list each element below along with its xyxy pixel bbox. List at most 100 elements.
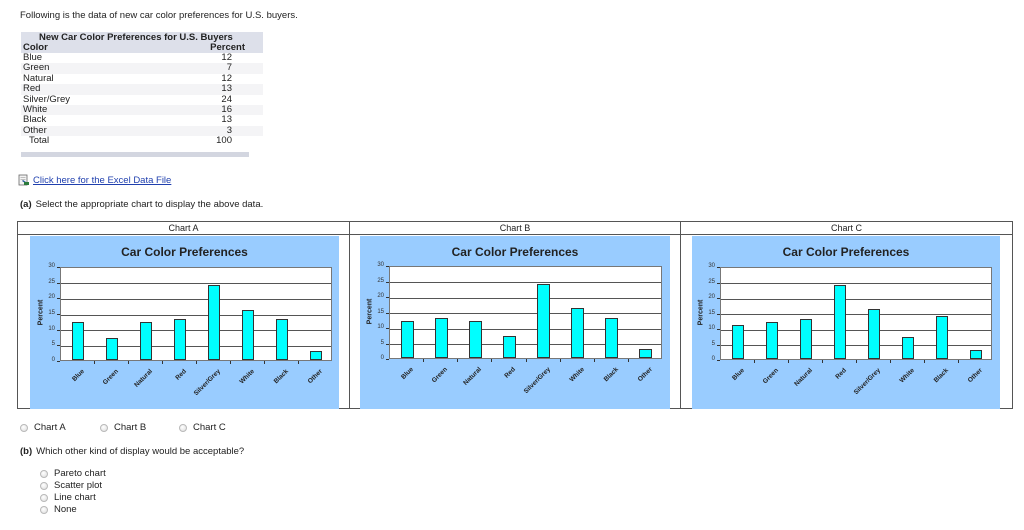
x-tick-mark bbox=[457, 359, 459, 362]
cell-color: Green bbox=[23, 62, 50, 74]
option-scatter-plot-label: Scatter plot bbox=[54, 480, 103, 491]
bar-other bbox=[969, 349, 983, 359]
cell-percent: 16 bbox=[221, 103, 232, 115]
gridline bbox=[61, 345, 331, 347]
y-tick-mark bbox=[57, 329, 60, 331]
chart-title: Car Color Preferences bbox=[121, 245, 248, 259]
x-tick-mark bbox=[593, 359, 595, 362]
cell-color: Red bbox=[23, 83, 41, 95]
chart-cell-c: Chart C Car Color Preferences Percent 0 5 10… bbox=[681, 222, 1012, 409]
gridline bbox=[61, 298, 331, 300]
data-table-title: New Car Color Preferences for U.S. Buyer… bbox=[39, 32, 233, 43]
option-none[interactable]: None bbox=[40, 504, 77, 515]
gridline bbox=[61, 283, 331, 285]
y-tick-label: 30 bbox=[708, 263, 715, 269]
data-table: New Car Color Preferences for U.S. Buyer… bbox=[21, 32, 263, 147]
question-b-letter: (b) bbox=[20, 446, 33, 457]
chart-b: Car Color Preferences Percent 0 5 10 15 20 25 30… bbox=[360, 236, 670, 409]
x-tick-mark bbox=[230, 361, 231, 364]
question-b: (b) Which other kind of display would be … bbox=[20, 446, 244, 457]
data-table-body: Blue 12 Green 7 Natural 12 Red 13 Silver/Grey 24 W… bbox=[21, 52, 263, 147]
radio-chart-a[interactable] bbox=[20, 423, 28, 432]
cell-percent: 3 bbox=[226, 124, 232, 136]
bar-natural bbox=[468, 320, 482, 358]
y-tick-mark bbox=[717, 344, 720, 346]
question-b-text: Which other kind of display would be acc… bbox=[36, 446, 245, 457]
excel-data-file-link[interactable]: Click here for the Excel Data File bbox=[33, 174, 172, 186]
bar-silver-grey bbox=[867, 309, 881, 359]
y-tick-label: 25 bbox=[377, 277, 384, 284]
gridline bbox=[721, 283, 991, 284]
chart-cell-b: Chart B Car Color Preferences Percent 0 5 10… bbox=[350, 222, 681, 409]
data-table-header: New Car Color Preferences for U.S. Buyer… bbox=[21, 32, 263, 53]
option-chart-b[interactable]: Chart B bbox=[100, 422, 146, 433]
x-tick-mark bbox=[298, 361, 299, 364]
bar-green bbox=[105, 338, 119, 360]
bar-white bbox=[241, 309, 255, 360]
chart-title: Car Color Preferences bbox=[782, 245, 910, 259]
gridline bbox=[390, 297, 661, 299]
bar-black bbox=[275, 319, 289, 360]
y-tick-mark bbox=[717, 282, 720, 284]
y-tick-mark bbox=[717, 329, 720, 330]
gridline bbox=[721, 298, 991, 300]
bar-red bbox=[833, 284, 847, 359]
x-tick-mark bbox=[264, 361, 265, 364]
table-row: Black 13 bbox=[21, 114, 263, 126]
option-scatter-plot[interactable]: Scatter plot bbox=[40, 480, 102, 491]
x-tick-mark bbox=[94, 361, 95, 364]
y-tick-label: 0 bbox=[51, 357, 55, 363]
x-tick-mark bbox=[423, 359, 425, 362]
option-chart-a[interactable]: Chart A bbox=[20, 422, 66, 433]
y-tick-mark bbox=[57, 361, 60, 362]
excel-file-icon bbox=[18, 174, 30, 186]
radio-none[interactable] bbox=[40, 505, 48, 514]
y-tick-mark bbox=[57, 267, 60, 268]
y-tick-mark bbox=[717, 298, 720, 299]
x-tick-mark bbox=[958, 360, 959, 363]
x-tick-mark bbox=[196, 361, 197, 364]
x-tick-mark bbox=[162, 361, 163, 364]
gridline bbox=[61, 314, 331, 316]
cell-color: White bbox=[23, 103, 48, 115]
option-chart-c[interactable]: Chart C bbox=[179, 422, 226, 433]
option-chart-b-label: Chart B bbox=[114, 422, 147, 433]
radio-scatter-plot[interactable] bbox=[40, 481, 48, 490]
x-tick-mark bbox=[525, 359, 527, 362]
option-pareto-chart[interactable]: Pareto chart bbox=[40, 468, 106, 479]
table-row: White 16 bbox=[21, 103, 263, 116]
chart-cell-a: Chart A Car Color Preferences Percent 0 5 10… bbox=[18, 222, 350, 409]
table-row: Silver/Grey 24 bbox=[21, 94, 263, 105]
y-tick-label: 15 bbox=[377, 308, 384, 315]
radio-pareto-chart[interactable] bbox=[40, 469, 48, 478]
plot-area bbox=[60, 267, 332, 361]
intro-text: Following is the data of new car color p… bbox=[20, 10, 298, 21]
column-header-percent: Percent bbox=[210, 42, 245, 53]
option-chart-c-label: Chart C bbox=[193, 422, 226, 433]
radio-chart-c[interactable] bbox=[179, 423, 187, 432]
option-line-chart[interactable]: Line chart bbox=[40, 492, 96, 503]
y-tick-label: 20 bbox=[48, 294, 55, 301]
chart-c: Car Color Preferences Percent 0 5 10 15 20 25 30… bbox=[692, 236, 1000, 409]
x-tick-mark bbox=[890, 360, 891, 363]
y-tick-label: 30 bbox=[377, 262, 384, 268]
bar-red bbox=[173, 319, 187, 360]
y-tick-mark bbox=[57, 314, 60, 315]
bar-black bbox=[605, 317, 619, 358]
cell-color: Blue bbox=[23, 52, 43, 63]
y-tick-mark bbox=[386, 328, 389, 329]
cell-color: Black bbox=[23, 114, 47, 126]
gridline bbox=[721, 345, 991, 346]
plot-area bbox=[389, 266, 662, 359]
x-tick-mark bbox=[788, 360, 789, 363]
radio-chart-b[interactable] bbox=[100, 423, 108, 432]
y-tick-mark bbox=[386, 297, 389, 298]
y-tick-mark bbox=[386, 312, 389, 314]
gridline bbox=[390, 282, 661, 283]
bar-other bbox=[309, 350, 323, 360]
cell-percent: 13 bbox=[221, 114, 232, 126]
radio-line-chart[interactable] bbox=[40, 493, 48, 502]
gridline bbox=[721, 329, 991, 331]
excel-link-row[interactable]: Click here for the Excel Data File bbox=[18, 174, 171, 186]
y-tick-label: 0 bbox=[380, 355, 384, 361]
